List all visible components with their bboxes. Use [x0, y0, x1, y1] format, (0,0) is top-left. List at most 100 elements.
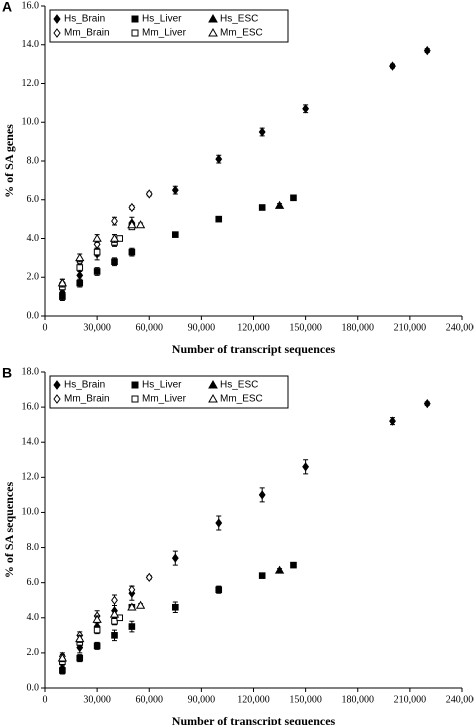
- data-point: [290, 561, 297, 569]
- data-point: [93, 642, 101, 650]
- x-tick-label: 0: [43, 694, 48, 705]
- data-point: [76, 264, 84, 271]
- x-tick-label: 30,000: [83, 694, 111, 705]
- data-point: [57, 278, 68, 287]
- data-point: [302, 462, 310, 472]
- legend-label: Mm_Liver: [142, 394, 187, 405]
- x-tick-label: 240,000: [446, 694, 474, 705]
- y-tick-label: 6.0: [27, 577, 40, 588]
- y-tick-label: 2.0: [27, 272, 40, 283]
- data-point: [109, 609, 120, 618]
- data-point: [215, 518, 223, 528]
- legend-label: Hs_Brain: [64, 380, 105, 391]
- data-point: [172, 231, 179, 238]
- panel-label: B: [2, 365, 12, 381]
- legend-label: Mm_ESC: [220, 394, 263, 405]
- data-point: [57, 653, 68, 662]
- data-point: [290, 194, 297, 202]
- legend-label: Hs_Brain: [64, 14, 105, 25]
- data-point: [128, 202, 136, 213]
- data-point: [171, 185, 179, 195]
- data-point: [128, 248, 136, 256]
- legend-label: Mm_Brain: [64, 28, 110, 39]
- x-axis-title: Number of transcript sequences: [172, 342, 336, 356]
- x-tick-label: 210,000: [394, 694, 427, 705]
- y-tick-label: 10.0: [22, 507, 40, 518]
- legend-marker: [208, 13, 218, 23]
- legend-marker: [53, 14, 61, 24]
- panel-label: A: [2, 0, 12, 15]
- legend-label: Hs_Liver: [142, 380, 182, 391]
- x-tick-label: 90,000: [188, 694, 216, 705]
- x-tick-label: 60,000: [136, 322, 164, 333]
- y-axis-title: % of SA genes: [2, 124, 16, 198]
- legend-label: Mm_ESC: [220, 28, 263, 39]
- data-point: [258, 204, 266, 211]
- data-point: [302, 104, 310, 114]
- legend-box: [49, 375, 289, 409]
- x-tick-label: 240,000: [446, 322, 474, 333]
- x-axis-title: Number of transcript sequences: [172, 714, 336, 725]
- data-point: [128, 623, 136, 630]
- data-point: [76, 279, 84, 287]
- legend-label: Hs_ESC: [220, 14, 258, 25]
- x-tick-label: 150,000: [289, 322, 322, 333]
- x-tick-label: 0: [43, 322, 48, 333]
- y-tick-label: 10.0: [22, 117, 40, 128]
- x-tick-label: 210,000: [394, 322, 427, 333]
- data-point: [76, 654, 84, 662]
- legend-marker: [131, 395, 139, 403]
- data-point: [215, 586, 223, 593]
- data-point: [258, 127, 266, 137]
- legend-marker: [131, 381, 139, 389]
- x-tick-label: 120,000: [237, 322, 270, 333]
- data-point: [59, 293, 66, 300]
- data-point: [389, 416, 396, 426]
- data-point: [135, 220, 146, 229]
- legend-marker: [208, 393, 218, 403]
- data-point: [274, 200, 285, 209]
- x-tick-label: 60,000: [136, 694, 164, 705]
- data-point: [92, 233, 102, 242]
- legend-label: Mm_Liver: [142, 28, 187, 39]
- data-point: [75, 253, 85, 262]
- data-point: [93, 248, 101, 256]
- data-point: [111, 617, 118, 625]
- y-tick-label: 8.0: [27, 542, 40, 553]
- y-tick-label: 2.0: [27, 647, 40, 658]
- data-point: [215, 215, 223, 223]
- legend-marker: [53, 28, 61, 38]
- y-tick-label: 0.0: [27, 682, 40, 693]
- data-point: [111, 632, 118, 639]
- y-tick-label: 14.0: [22, 437, 40, 448]
- data-point: [258, 490, 266, 500]
- data-point: [93, 268, 101, 275]
- y-tick-label: 8.0: [27, 155, 40, 166]
- y-tick-label: 18.0: [22, 366, 40, 377]
- legend-marker: [208, 379, 218, 389]
- y-axis-title: % of SA sequences: [2, 482, 16, 579]
- x-tick-label: 30,000: [83, 322, 111, 333]
- y-tick-label: 14.0: [22, 39, 40, 50]
- x-tick-label: 150,000: [289, 694, 322, 705]
- data-point: [75, 634, 85, 643]
- data-point: [215, 154, 223, 164]
- legend-label: Mm_Brain: [64, 394, 110, 405]
- y-tick-label: 12.0: [22, 472, 40, 483]
- legend-label: Hs_ESC: [220, 380, 258, 391]
- legend-marker: [53, 394, 61, 404]
- legend-label: Hs_Liver: [142, 14, 182, 25]
- legend-box: [49, 9, 289, 43]
- data-point: [93, 626, 101, 634]
- data-point: [258, 572, 266, 579]
- legend-marker: [53, 380, 61, 390]
- data-point: [145, 189, 153, 199]
- data-point: [128, 585, 136, 595]
- data-point: [274, 565, 285, 574]
- data-point: [127, 220, 137, 229]
- y-tick-label: 4.0: [27, 233, 40, 244]
- data-point: [171, 553, 179, 563]
- legend-marker: [131, 29, 139, 37]
- legend-marker: [208, 27, 218, 37]
